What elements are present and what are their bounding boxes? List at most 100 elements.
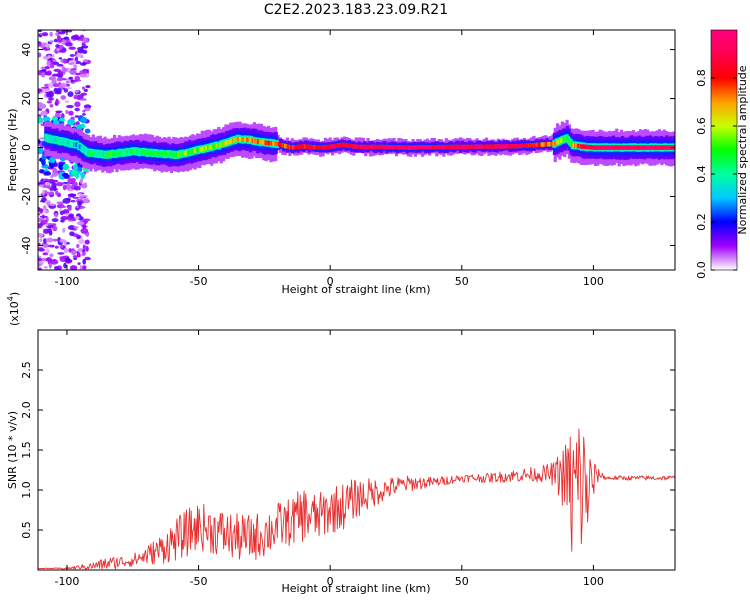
spectrogram-noise-cell [81, 86, 86, 90]
spectrogram-noise-cell [48, 203, 57, 206]
spectrogram-noise-cell [68, 213, 75, 218]
snr-y-tick-label: 2.0 [20, 401, 33, 419]
spectrogram-noise-cell [74, 115, 80, 118]
spectrogram-noise-cell [57, 63, 64, 67]
spectrogram-noise-cell [67, 204, 72, 211]
spectrogram-y-tick-label: 20 [20, 92, 33, 106]
spectrogram-noise-cell [40, 219, 48, 225]
spectrogram-y-ticks: -40 -20 0 20 40 [20, 43, 675, 255]
spectrogram-noise-cell [83, 88, 88, 92]
spectrogram-noise-cell [85, 85, 91, 89]
spectrogram-noise-cell [64, 42, 73, 47]
spectrogram-noise-cell [38, 41, 41, 45]
spectrogram-noise-cell [68, 62, 75, 65]
spectrogram-noise-cell [72, 196, 80, 199]
spectrogram-noise-cell [47, 223, 54, 226]
spectrogram-noise-cell [78, 195, 85, 200]
snr-x-tick-label: 0 [327, 575, 334, 588]
spectrogram-noise-cell [67, 193, 76, 198]
spectrogram-noise-cell [60, 95, 67, 100]
spectrogram-noise-cell [45, 248, 50, 254]
spectrogram-noise-cell [83, 104, 92, 109]
spectrogram-noise-cell [62, 198, 71, 204]
spectrogram-noise-cell [58, 117, 65, 123]
spectrogram-noise-cell [58, 45, 63, 50]
spectrogram-noise-cell [42, 242, 49, 248]
spectrogram-panel: -100 -50 0 50 100 -40 -20 0 20 40 Height of stra… [6, 29, 676, 296]
spectrogram-noise-cell [67, 30, 73, 33]
spectrogram-y-tick-label: -40 [20, 237, 33, 255]
spectrogram-noise-cell [65, 80, 70, 84]
spectrogram-noise-cell [68, 46, 77, 50]
snr-y-multiplier-close: ) [8, 292, 21, 296]
spectrogram-noise-cell [44, 43, 49, 48]
spectrogram-noise-cell [63, 88, 69, 93]
spectrogram-noise-cell [82, 109, 86, 113]
spectrogram-noise-cell [82, 250, 86, 256]
spectrogram-x-tick-label: -50 [190, 275, 208, 288]
spectrogram-noise-cell [48, 40, 55, 43]
spectrogram-noise-cell [38, 223, 43, 229]
spectrogram-x-tick-label: -100 [54, 275, 79, 288]
spectrogram-noise-cell [38, 206, 41, 211]
spectrogram-noise-cell [38, 108, 43, 111]
spectrogram-noise-cell [64, 241, 68, 246]
spectrogram-noise-cell [42, 252, 49, 256]
spectrogram-noise-cell [67, 118, 75, 126]
spectrogram-noise-cell [58, 57, 63, 60]
spectrogram-noise-cell [48, 82, 54, 88]
spectrogram-noise-cell [56, 48, 60, 52]
spectrogram-noise-cell [38, 263, 41, 267]
spectrogram-noise-cell [82, 244, 86, 250]
spectrogram-noise-cell [79, 178, 84, 184]
spectrogram-noise-cell [43, 171, 52, 176]
spectrogram-noise-cell [38, 213, 41, 216]
spectrogram-noise-cell [68, 76, 74, 80]
snr-x-tick-label: -50 [190, 575, 208, 588]
spectrogram-noise-cell [59, 210, 64, 216]
spectrogram-noise-cell [82, 218, 91, 222]
spectrogram-noise-cell [47, 185, 51, 189]
spectrogram-noise-cell [57, 31, 66, 35]
colorbar-tick-label: 0.0 [695, 261, 708, 279]
spectrogram-noise-cell [82, 258, 87, 265]
snr-x-tick-label: 100 [583, 575, 604, 588]
snr-y-multiplier: (x104) [6, 292, 21, 326]
colorbar-frame [710, 29, 738, 271]
spectrogram-noise-cell [39, 238, 43, 242]
spectrogram-noise-cell [38, 248, 46, 252]
spectrogram-noise-cell [63, 247, 69, 254]
spectrogram-noise-cell [38, 169, 45, 174]
snr-y-tick-label: 1.0 [20, 481, 33, 499]
spectrogram-noise-cell [80, 172, 85, 180]
spectrogram-noise-cell [82, 49, 88, 55]
spectrogram-noise-cell [80, 227, 89, 234]
spectrogram-noise-cell [55, 98, 59, 105]
spectrogram-noise-cell [54, 212, 59, 218]
spectrogram-y-tick-label: -20 [20, 188, 33, 206]
spectrogram-noise-cell [75, 53, 84, 58]
spectrogram-noise-cell [71, 170, 78, 176]
spectrogram-noise-cell [66, 241, 70, 245]
spectrogram-noise-cell [61, 39, 67, 43]
spectrogram-noise-cell [79, 206, 86, 209]
spectrogram-noise-cell [79, 264, 83, 270]
spectrogram-noise-cell [65, 110, 69, 114]
colorbar-tick-label: 0.4 [695, 165, 708, 183]
spectrogram-noise-cell [38, 30, 42, 33]
snr-y-ticks: 0.5 1.0 1.5 2.0 2.5 [20, 361, 675, 539]
spectrogram-noise-cell [46, 60, 51, 67]
colorbar-strip [711, 30, 737, 270]
spectrogram-noise-cell [38, 114, 42, 118]
spectrogram-noise-cell [78, 239, 85, 245]
spectrogram-noise-cell [73, 164, 78, 171]
spectrogram-noise-cell [53, 38, 58, 43]
spectrogram-noise-cell [56, 181, 64, 187]
spectrogram-noise-cell [85, 245, 89, 252]
spectrogram-noise-cell [74, 215, 80, 220]
snr-x-label: Height of straight line (km) [281, 582, 430, 595]
snr-panel: -100 -50 0 50 100 0.5 1.0 1.5 2.0 2.5 Height of … [6, 292, 676, 595]
spectrogram-ridge [44, 119, 675, 174]
colorbar-tick-label: 0.2 [695, 213, 708, 231]
spectrogram-noise-cell [73, 226, 79, 229]
